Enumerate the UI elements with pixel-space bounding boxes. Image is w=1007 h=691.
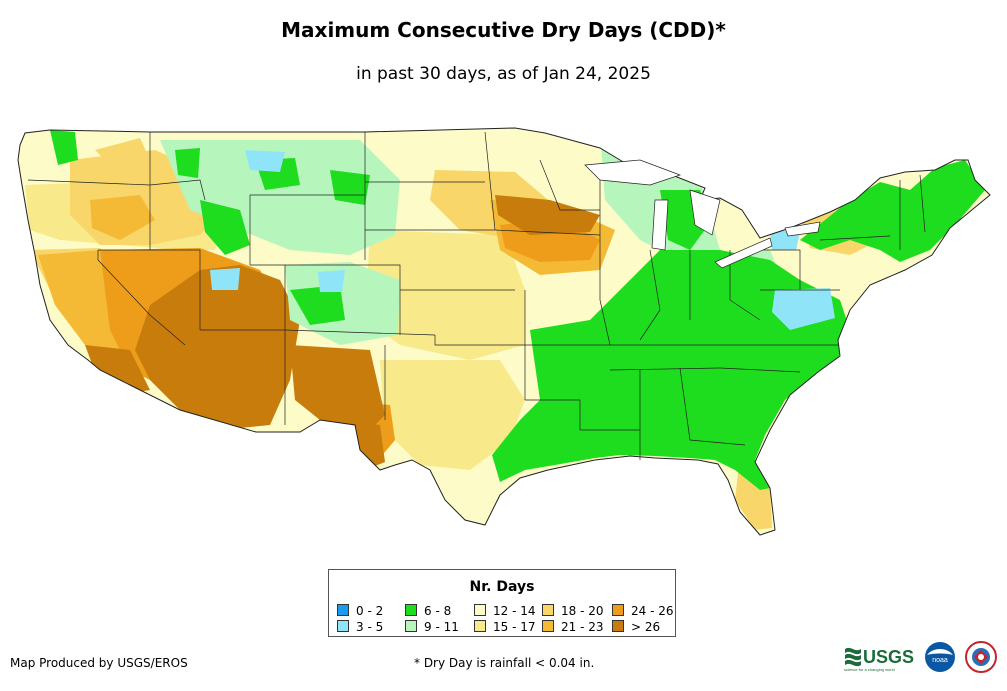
cdd-region xyxy=(330,170,370,205)
nws-logo xyxy=(965,641,997,673)
legend-swatch xyxy=(474,620,486,632)
map-title: Maximum Consecutive Dry Days (CDD)* xyxy=(281,18,726,42)
legend-swatch xyxy=(337,620,349,632)
cdd-region xyxy=(90,195,155,240)
cdd-region xyxy=(210,268,240,290)
legend-item-6-8: 6 - 8 xyxy=(405,604,451,618)
cdd-region xyxy=(380,360,525,470)
dry-day-footnote: * Dry Day is rainfall < 0.04 in. xyxy=(414,656,595,670)
legend-item-24-26: 24 - 26 xyxy=(612,604,674,618)
cdd-region xyxy=(365,230,525,360)
lake-michigan xyxy=(651,199,669,251)
cdd-region xyxy=(160,140,400,255)
state-boundaries xyxy=(27,131,926,460)
cdd-region xyxy=(135,265,300,430)
legend-item-18-20: 18 - 20 xyxy=(542,604,604,618)
cdd-region xyxy=(800,160,985,262)
noaa-wordmark: noaa xyxy=(932,657,948,664)
usgs-wave-icon xyxy=(845,653,861,661)
legend-swatch xyxy=(337,604,349,616)
lake-huron xyxy=(689,189,721,236)
cdd-region xyxy=(175,148,200,178)
usgs-wave-icon xyxy=(845,647,861,655)
legend-swatch xyxy=(405,604,417,616)
cdd-region xyxy=(495,195,600,235)
legend-swatch xyxy=(474,604,486,616)
usgs-tagline: science for a changing world xyxy=(844,667,895,672)
cdd-region xyxy=(95,138,150,175)
cdd-region xyxy=(772,288,835,330)
cdd-region xyxy=(50,130,78,165)
lake-ontario xyxy=(784,221,821,237)
legend-swatch xyxy=(612,620,624,632)
usgs-wave-icon xyxy=(845,659,861,667)
legend-item-0-2: 0 - 2 xyxy=(337,604,383,618)
cdd-region xyxy=(318,270,345,292)
legend-item-12-14: 12 - 14 xyxy=(474,604,536,618)
cdd-region xyxy=(290,285,345,325)
agency-logos: USGS science for a changing world noaa xyxy=(844,641,997,673)
lake-superior xyxy=(584,159,682,186)
legend-title: Nr. Days xyxy=(469,579,535,595)
legend-item-gt-26: > 26 xyxy=(612,620,660,634)
great-lakes xyxy=(584,159,821,269)
usgs-wordmark: USGS xyxy=(863,647,914,667)
legend-item-3-5: 3 - 5 xyxy=(337,620,383,634)
legend-swatch xyxy=(542,604,554,616)
cdd-region xyxy=(245,150,285,172)
usgs-logo: USGS science for a changing world xyxy=(844,647,914,672)
legend-swatch xyxy=(405,620,417,632)
cdd-region xyxy=(340,420,385,470)
noaa-seal-icon xyxy=(925,642,955,672)
legend-item-9-11: 9 - 11 xyxy=(405,620,459,634)
legend: Nr. Days 0 - 2 3 - 5 6 - 8 9 - 11 12 - 1… xyxy=(328,569,676,637)
legend-swatch xyxy=(542,620,554,632)
cdd-region xyxy=(200,200,250,255)
lake-erie xyxy=(714,237,773,269)
legend-item-21-23: 21 - 23 xyxy=(542,620,604,634)
map-subtitle: in past 30 days, as of Jan 24, 2025 xyxy=(356,64,651,84)
legend-item-15-17: 15 - 17 xyxy=(474,620,536,634)
cdd-region xyxy=(85,345,150,395)
producer-credit: Map Produced by USGS/EROS xyxy=(10,656,188,670)
legend-swatch xyxy=(612,604,624,616)
noaa-logo: noaa xyxy=(925,642,955,672)
cdd-region xyxy=(290,345,385,440)
legend-items: 0 - 2 3 - 5 6 - 8 9 - 11 12 - 14 15 - 17… xyxy=(337,604,677,634)
cdd-fill-layer xyxy=(18,128,990,535)
